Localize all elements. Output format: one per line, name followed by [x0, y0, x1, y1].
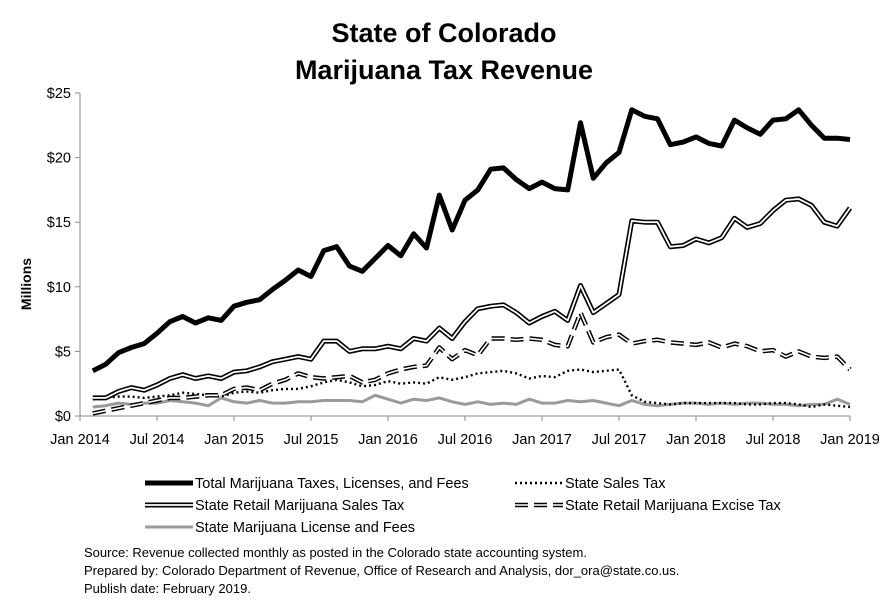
legend-label: State Sales Tax — [565, 476, 666, 492]
series-line-state-retail-marijuana-sales-tax-inner — [92, 197, 851, 399]
x-tick-label: Jul 2017 — [592, 432, 647, 448]
x-tick-label: Jan 2015 — [204, 432, 264, 448]
x-tick-label: Jul 2014 — [130, 432, 185, 448]
x-tick-label: Jul 2018 — [746, 432, 801, 448]
legend-label: State Retail Marijuana Sales Tax — [195, 498, 405, 514]
series-line-state-retail-marijuana-excise-tax-inner — [92, 311, 851, 415]
series-line-state-sales-tax — [92, 368, 851, 409]
source-note: Source: Revenue collected monthly as pos… — [84, 545, 587, 560]
y-tick-label: $5 — [55, 344, 71, 360]
x-tick-label: Jul 2016 — [438, 432, 493, 448]
x-tick-label: Jan 2014 — [50, 432, 110, 448]
series-line-state-retail-marijuana-excise-tax — [92, 310, 852, 416]
x-tick-label: Jan 2019 — [820, 432, 880, 448]
x-tick-label: Jul 2015 — [284, 432, 339, 448]
legend: Total Marijuana Taxes, Licenses, and Fee… — [145, 476, 781, 536]
series-line-state-marijuana-license-and-fees — [92, 393, 851, 409]
y-tick-label: $10 — [47, 280, 71, 296]
series-line-state-retail-marijuana-sales-tax — [92, 196, 853, 401]
y-tick-label: $0 — [55, 409, 71, 425]
x-tick-label: Jan 2017 — [512, 432, 572, 448]
series-line-total-marijuana-taxes-licenses-and-fees — [91, 107, 851, 374]
y-axis-label: Millions — [18, 258, 34, 310]
prepared-by-note: Prepared by: Colorado Department of Reve… — [84, 563, 680, 578]
x-tick-label: Jan 2016 — [358, 432, 418, 448]
chart-title: State of Colorado — [331, 18, 556, 48]
y-tick-label: $20 — [47, 151, 71, 167]
legend-label: State Retail Marijuana Excise Tax — [565, 498, 781, 514]
legend-label: State Marijuana License and Fees — [195, 520, 415, 536]
series-lines — [91, 107, 853, 416]
publish-date-note: Publish date: February 2019. — [84, 581, 251, 596]
axes: $0 $5 $10 $15 $20 $25 Jan 2014 Jul 2014 Jan 2015… — [47, 86, 880, 448]
x-tick-label: Jan 2018 — [666, 432, 726, 448]
chart-subtitle: Marijuana Tax Revenue — [295, 55, 593, 85]
legend-label: Total Marijuana Taxes, Licenses, and Fee… — [195, 476, 469, 492]
chart: State of Colorado Marijuana Tax Revenue … — [18, 18, 880, 536]
y-tick-label: $15 — [47, 215, 71, 231]
y-tick-label: $25 — [47, 86, 71, 102]
